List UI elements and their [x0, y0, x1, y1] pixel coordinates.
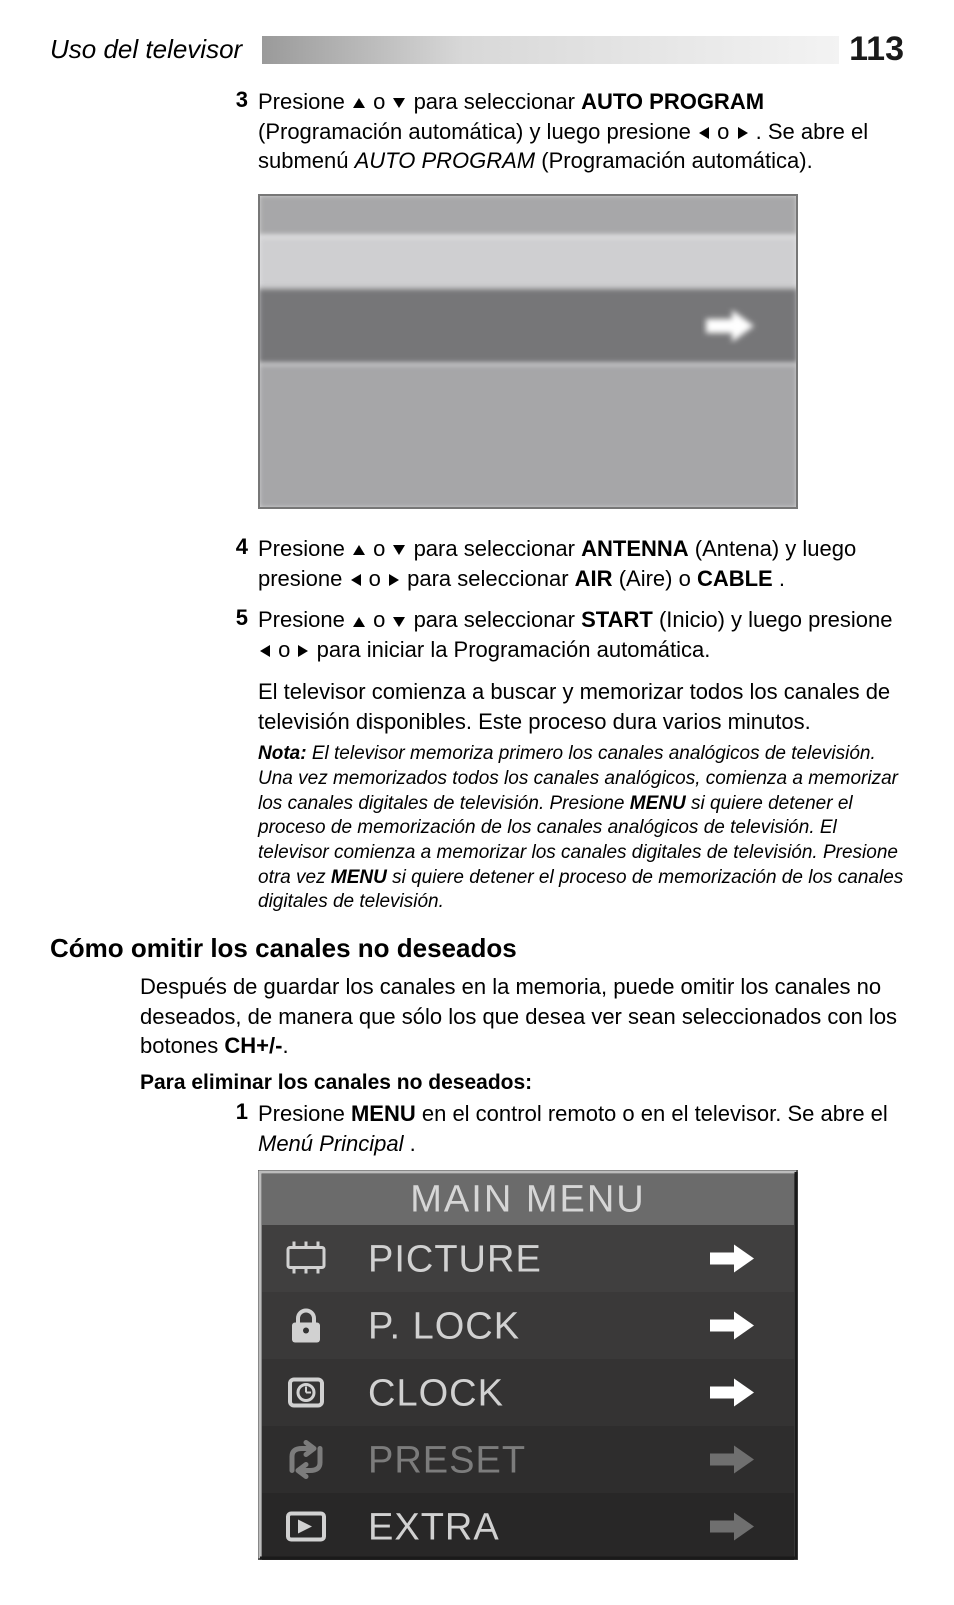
bold-text: AUTO PROGRAM	[581, 89, 764, 114]
step-number: 4	[230, 534, 258, 593]
text: o	[278, 637, 296, 662]
bold-text: CH+/-	[224, 1033, 282, 1058]
svg-text:PICTURE: PICTURE	[368, 1239, 542, 1281]
note-label: Nota:	[258, 743, 307, 764]
main-menu-screenshot: MAIN MENU PICTURE P. LOCK CLOCK PRESET EXTRA	[258, 1170, 904, 1565]
sub-procedure-heading: Para eliminar los canales no deseados:	[140, 1071, 904, 1095]
note-bold: MENU	[331, 867, 387, 888]
italic-text: Menú Principal	[258, 1131, 404, 1156]
section-title: Uso del televisor	[50, 34, 242, 65]
bold-text: ANTENNA	[581, 536, 689, 561]
svg-text:PRESET: PRESET	[368, 1440, 526, 1482]
left-triangle-icon	[258, 643, 272, 659]
text: .	[410, 1131, 416, 1156]
step-text: Presione MENU en el control remoto o en …	[258, 1099, 904, 1158]
bold-text: CABLE	[697, 566, 773, 591]
step-number: 1	[230, 1099, 258, 1158]
down-triangle-icon	[391, 96, 407, 110]
left-triangle-icon	[349, 572, 363, 588]
step-text: Presione o para seleccionar START (Inici…	[258, 605, 904, 664]
text: para iniciar la Programación automática.	[317, 637, 711, 662]
note-bold: MENU	[630, 793, 686, 814]
step-text: Presione o para seleccionar AUTO PROGRAM…	[258, 87, 904, 176]
header-gradient-bar	[262, 36, 839, 64]
text: para seleccionar	[414, 607, 582, 632]
text: (Programación automática).	[541, 148, 812, 173]
text: o	[373, 89, 391, 114]
bold-text: START	[581, 607, 653, 632]
note-block: Nota: El televisor memoriza primero los …	[258, 742, 904, 915]
bold-text: MENU	[351, 1101, 416, 1126]
step-4: 4 Presione o para seleccionar ANTENNA (A…	[230, 534, 904, 593]
page-header: Uso del televisor 113	[50, 30, 904, 69]
italic-text: AUTO PROGRAM	[355, 148, 536, 173]
step-number: 5	[230, 605, 258, 664]
left-triangle-icon	[697, 125, 711, 141]
page-number: 113	[849, 30, 904, 69]
text: Presione	[258, 1101, 351, 1126]
up-triangle-icon	[351, 543, 367, 557]
text: en el control remoto o en el televisor. …	[422, 1101, 888, 1126]
down-triangle-icon	[391, 615, 407, 629]
svg-text:EXTRA: EXTRA	[368, 1507, 500, 1549]
right-triangle-icon	[296, 643, 310, 659]
bold-text: AIR	[575, 566, 613, 591]
step-text: Presione o para seleccionar ANTENNA (Ant…	[258, 534, 904, 593]
text: para seleccionar	[414, 536, 582, 561]
sec2-step-1: 1 Presione MENU en el control remoto o e…	[230, 1099, 904, 1158]
step-5-continuation: El televisor comienza a buscar y memoriz…	[258, 677, 904, 736]
text: (Programación automática) y luego presio…	[258, 119, 697, 144]
text: Presione	[258, 607, 351, 632]
preset-menu-screenshot	[258, 194, 904, 514]
step-number: 3	[230, 87, 258, 176]
svg-text:P. LOCK: P. LOCK	[368, 1306, 520, 1348]
svg-text:CLOCK: CLOCK	[368, 1373, 504, 1415]
text: Presione	[258, 89, 351, 114]
text: o	[717, 119, 735, 144]
text: o	[373, 536, 391, 561]
step-5: 5 Presione o para seleccionar START (Ini…	[230, 605, 904, 664]
text: para seleccionar	[407, 566, 575, 591]
subsection-heading: Cómo omitir los canales no deseados	[50, 933, 904, 964]
right-triangle-icon	[736, 125, 750, 141]
text: o	[373, 607, 391, 632]
text: Presione	[258, 536, 351, 561]
text: (Aire) o	[619, 566, 697, 591]
text: .	[779, 566, 785, 591]
svg-text:MAIN MENU: MAIN MENU	[410, 1179, 645, 1221]
up-triangle-icon	[351, 615, 367, 629]
text: para seleccionar	[414, 89, 582, 114]
down-triangle-icon	[391, 543, 407, 557]
text: (Inicio) y luego presione	[659, 607, 893, 632]
text: o	[369, 566, 387, 591]
text: .	[282, 1033, 288, 1058]
up-triangle-icon	[351, 96, 367, 110]
step-3: 3 Presione o para seleccionar AUTO PROGR…	[230, 87, 904, 176]
right-triangle-icon	[387, 572, 401, 588]
subsection-para: Después de guardar los canales en la mem…	[140, 972, 904, 1061]
